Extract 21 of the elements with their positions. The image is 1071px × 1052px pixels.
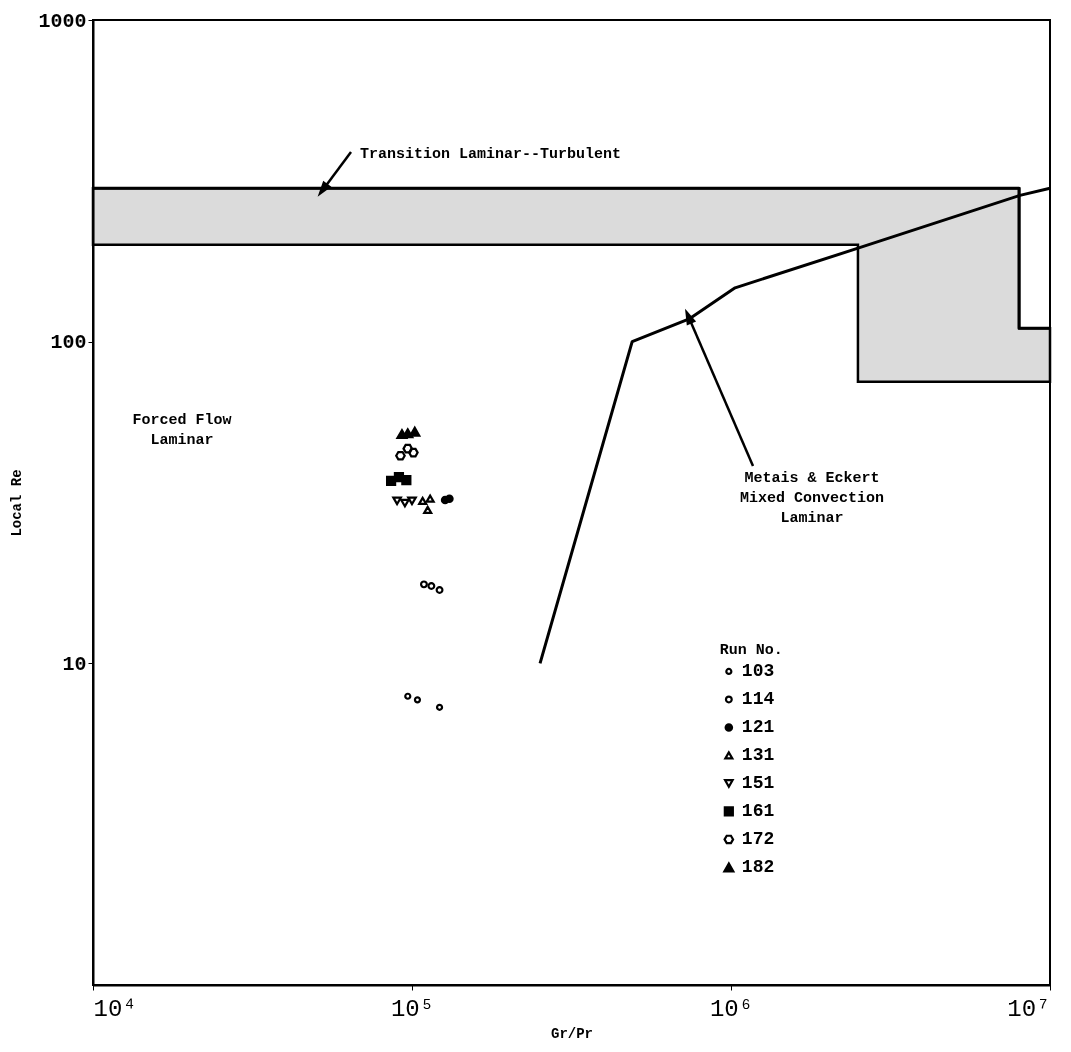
y-tick-label: 10 <box>62 652 87 676</box>
legend-label: 172 <box>741 829 775 850</box>
annotation: Forced Flow Laminar <box>132 412 232 449</box>
x-tick-label: 10⁶ <box>709 995 754 1023</box>
x-tick-label: 10⁵ <box>390 995 435 1023</box>
legend-label: 182 <box>741 857 775 878</box>
x-tick-label: 10⁴ <box>93 995 137 1023</box>
y-tick-label: 1000 <box>38 9 87 33</box>
legend-label: 103 <box>741 661 775 682</box>
annotation: Metais & Eckert Mixed Convection Laminar <box>739 470 885 527</box>
legend-label: 151 <box>741 773 775 794</box>
y-axis-title: Local Re <box>9 469 26 537</box>
annotation: Transition Laminar--Turbulent <box>360 146 622 163</box>
legend-label: 121 <box>741 717 775 738</box>
legend-title: Run No. <box>719 642 783 660</box>
legend-label: 161 <box>741 801 775 822</box>
x-tick-label: 10⁷ <box>1007 995 1051 1023</box>
y-tick-label: 100 <box>50 331 87 355</box>
x-axis-title: Gr/Pr <box>550 1025 594 1042</box>
legend-label: 131 <box>741 745 775 766</box>
legend-label: 114 <box>741 689 775 710</box>
